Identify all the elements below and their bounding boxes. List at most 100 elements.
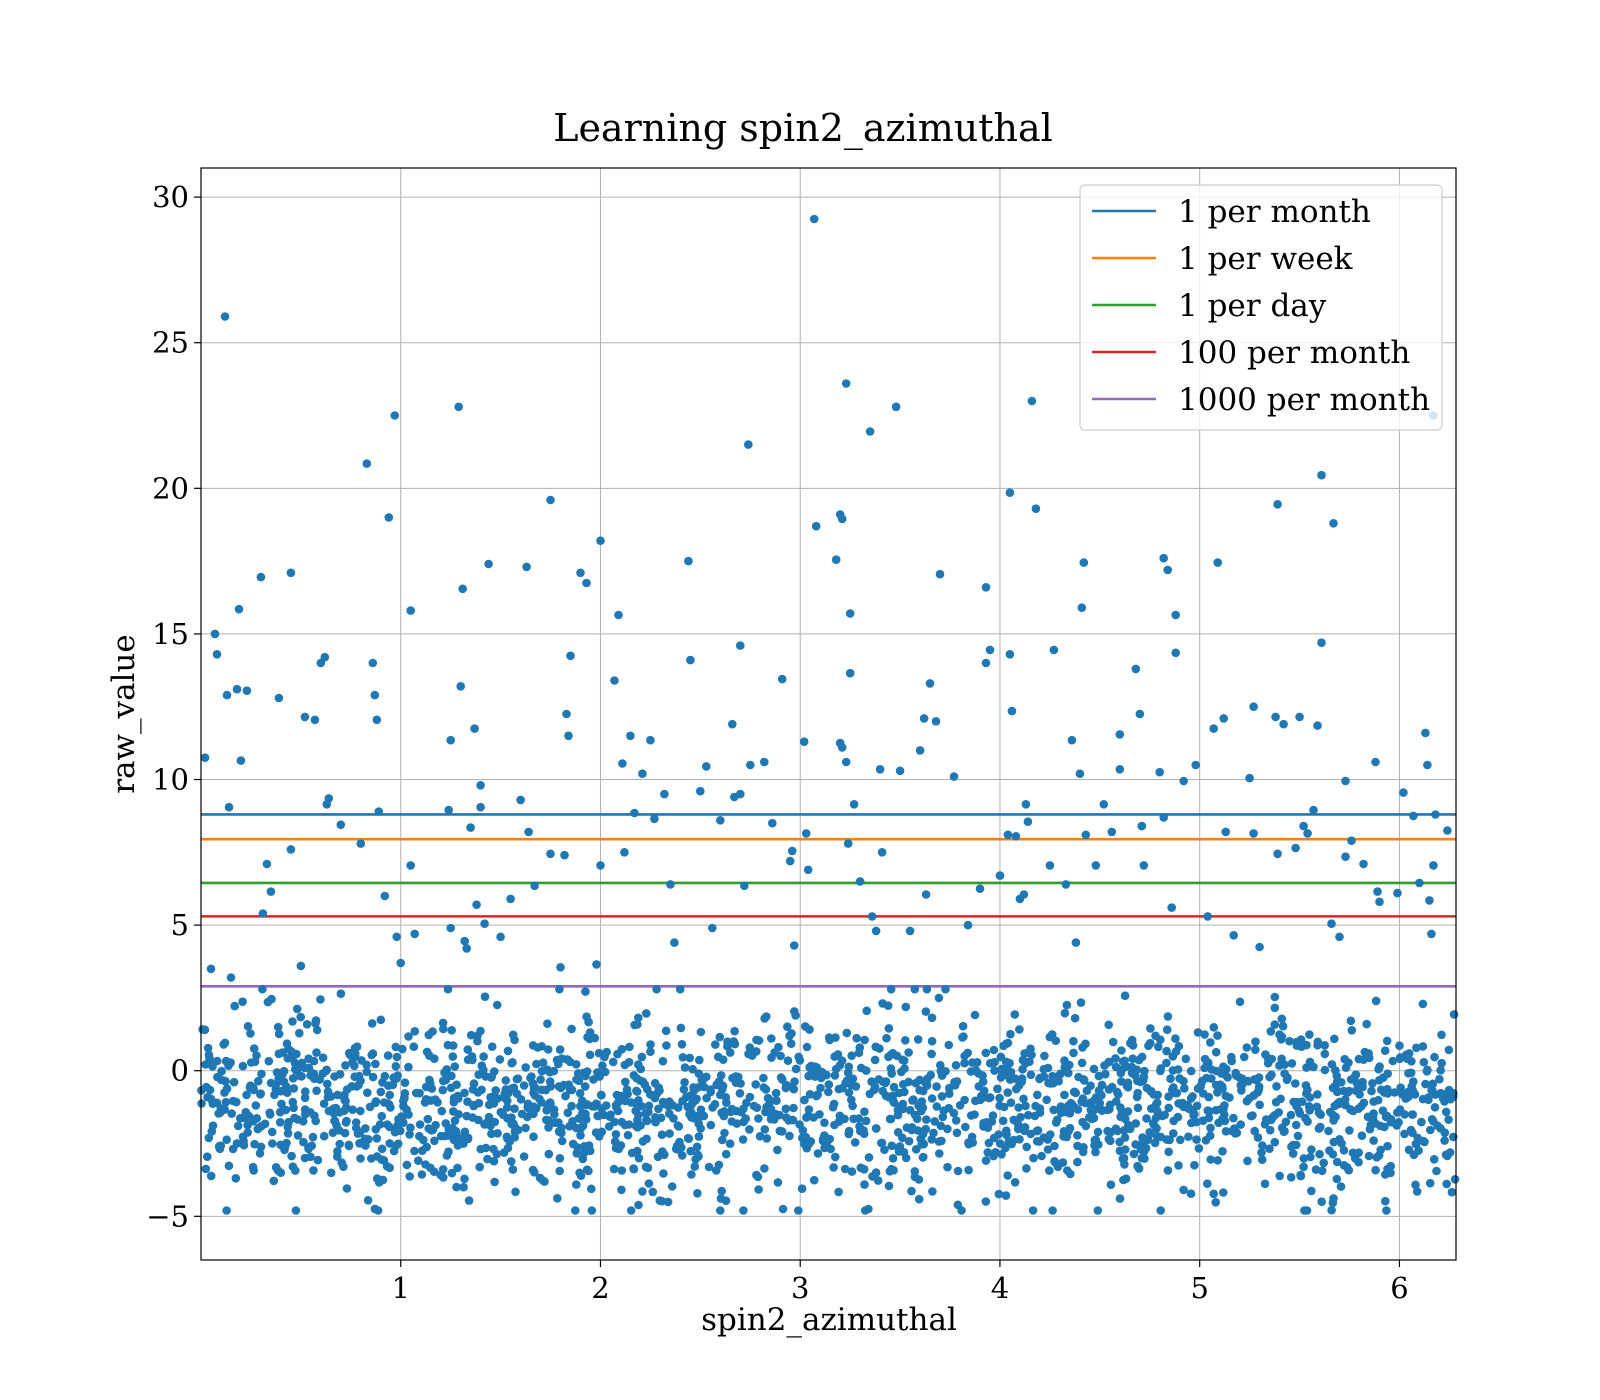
- scatter-point: [1229, 1113, 1238, 1123]
- scatter-point: [1107, 827, 1117, 837]
- scatter-point: [354, 1080, 363, 1090]
- scatter-point: [555, 1154, 565, 1163]
- scatter-point: [736, 641, 745, 650]
- scatter-point: [206, 1171, 216, 1181]
- scatter-point: [519, 1081, 529, 1090]
- scatter-point: [1432, 1166, 1441, 1176]
- scatter-point: [614, 1144, 623, 1154]
- scatter-point: [760, 757, 769, 767]
- scatter-point: [508, 1165, 518, 1174]
- scatter-point: [384, 1081, 393, 1090]
- scatter-point: [717, 1186, 726, 1196]
- scatter-point: [1021, 1101, 1030, 1111]
- scatter-point: [927, 1135, 936, 1144]
- scatter-point: [689, 1086, 699, 1095]
- scatter-point: [1271, 712, 1280, 722]
- legend-label: 1 per day: [1178, 288, 1327, 324]
- scatter-point: [222, 1084, 232, 1093]
- scatter-point: [648, 1187, 658, 1197]
- scatter-point: [575, 1168, 584, 1178]
- scatter-point: [490, 1117, 500, 1127]
- scatter-point: [735, 1089, 745, 1098]
- scatter-point: [848, 1074, 858, 1083]
- scatter-point: [200, 753, 210, 762]
- scatter-point: [936, 1121, 946, 1131]
- scatter-point: [1162, 1046, 1171, 1056]
- scatter-point: [429, 1167, 439, 1176]
- scatter-point: [729, 1037, 738, 1046]
- scatter-point: [721, 1093, 731, 1102]
- scatter-point: [1354, 1157, 1363, 1167]
- scatter-point: [1400, 1091, 1410, 1100]
- scatter-point: [904, 1077, 913, 1087]
- scatter-point: [1211, 1105, 1221, 1115]
- scatter-point: [798, 1126, 808, 1135]
- scatter-point: [385, 1090, 395, 1100]
- scatter-point: [446, 923, 456, 933]
- scatter-point: [319, 1131, 329, 1141]
- scatter-point: [971, 1096, 980, 1106]
- scatter-point: [238, 1132, 248, 1142]
- scatter-point: [372, 1134, 382, 1143]
- scatter-point: [990, 1066, 999, 1075]
- scatter-point: [692, 1142, 702, 1152]
- scatter-point: [1250, 1126, 1259, 1136]
- scatter-point: [423, 1114, 433, 1124]
- scatter-point: [914, 1194, 924, 1204]
- scatter-point: [452, 1182, 461, 1192]
- scatter-point: [212, 650, 222, 659]
- scatter-point: [706, 1120, 716, 1130]
- scatter-point: [1119, 1175, 1128, 1185]
- scatter-point: [458, 584, 468, 594]
- scatter-point: [677, 1040, 687, 1049]
- scatter-point: [372, 1152, 382, 1161]
- scatter-point: [440, 1068, 449, 1077]
- scatter-point: [612, 1103, 621, 1112]
- scatter-point: [650, 1078, 660, 1088]
- scatter-point: [466, 823, 475, 832]
- scatter-point: [1270, 992, 1280, 1002]
- scatter-point: [755, 1132, 765, 1141]
- scatter-point: [805, 1063, 814, 1072]
- scatter-point: [771, 1088, 781, 1098]
- scatter-point: [1293, 1131, 1303, 1141]
- scatter-point: [746, 760, 755, 770]
- scatter-point: [912, 1114, 922, 1124]
- scatter-point: [1006, 1098, 1016, 1107]
- scatter-point: [238, 1061, 248, 1071]
- scatter-point: [759, 1073, 768, 1083]
- scatter-point: [377, 1111, 387, 1121]
- scatter-point: [1243, 1156, 1252, 1166]
- scatter-point: [1005, 488, 1015, 498]
- scatter-point: [484, 559, 493, 569]
- scatter-point: [542, 1106, 551, 1115]
- scatter-point: [1437, 1030, 1446, 1040]
- scatter-point: [898, 1099, 908, 1109]
- scatter-point: [886, 984, 896, 994]
- scatter-point: [1111, 1124, 1121, 1133]
- scatter-point: [221, 1056, 231, 1066]
- scatter-point: [1239, 1052, 1249, 1062]
- scatter-point: [373, 1206, 383, 1215]
- scatter-point: [843, 839, 853, 848]
- scatter-point: [633, 1146, 642, 1156]
- scatter-point: [567, 1024, 576, 1034]
- scatter-point: [979, 1118, 988, 1128]
- scatter-point: [608, 1057, 618, 1067]
- scatter-point: [449, 1107, 458, 1116]
- scatter-point: [753, 1172, 763, 1182]
- scatter-point: [1005, 1058, 1014, 1068]
- scatter-point: [1286, 1110, 1296, 1120]
- scatter-point: [661, 1026, 671, 1036]
- scatter-point: [802, 1113, 811, 1122]
- scatter-point: [234, 604, 244, 614]
- scatter-point: [523, 1112, 532, 1122]
- scatter-point: [1039, 1133, 1048, 1142]
- scatter-point: [1159, 813, 1168, 822]
- scatter-point: [579, 1142, 589, 1151]
- scatter-point: [536, 1075, 545, 1084]
- scatter-point: [233, 1121, 243, 1131]
- scatter-point: [404, 1032, 413, 1041]
- scatter-point: [1299, 1162, 1308, 1172]
